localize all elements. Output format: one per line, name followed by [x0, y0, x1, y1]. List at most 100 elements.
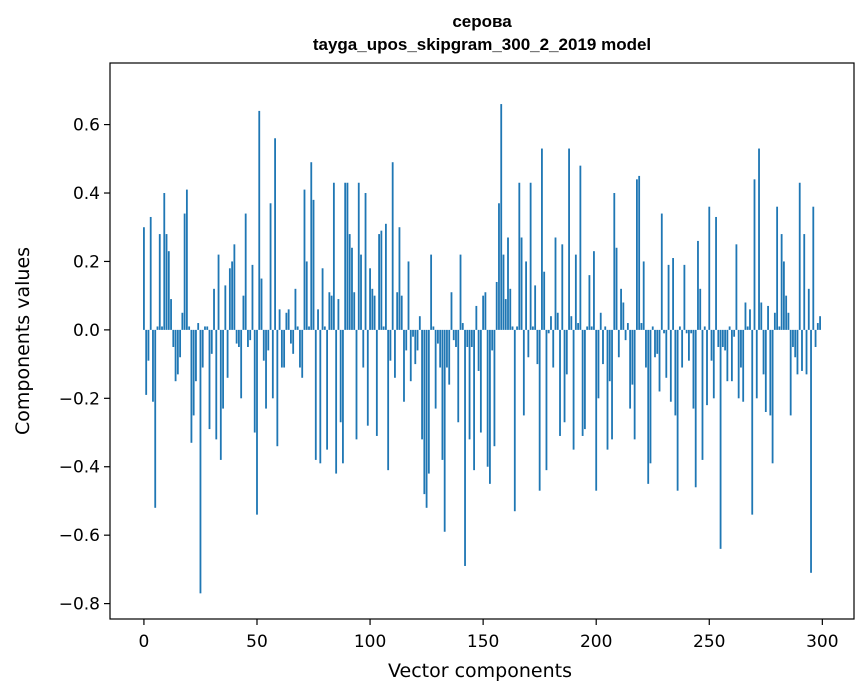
- bar: [611, 329, 613, 440]
- bar: [615, 247, 618, 330]
- bar: [749, 309, 751, 330]
- bar: [726, 329, 729, 382]
- bar: [326, 329, 328, 450]
- bar: [405, 329, 408, 351]
- bar: [513, 329, 516, 512]
- bar: [421, 329, 423, 440]
- bar: [500, 104, 503, 330]
- bar: [724, 329, 727, 351]
- bar: [432, 326, 435, 330]
- bar: [477, 329, 480, 371]
- bar: [703, 326, 706, 330]
- bar: [760, 302, 763, 330]
- bar: [633, 329, 636, 440]
- bar: [568, 148, 570, 330]
- bar: [344, 182, 347, 330]
- bar: [581, 329, 584, 436]
- bar: [796, 329, 799, 375]
- bar: [599, 312, 602, 330]
- bar: [201, 329, 204, 368]
- bar: [522, 329, 525, 416]
- bar: [638, 175, 641, 330]
- bar: [292, 329, 295, 354]
- bar: [188, 326, 191, 330]
- bar: [536, 329, 539, 365]
- bar: [195, 329, 197, 382]
- bar: [430, 254, 433, 330]
- bar: [819, 316, 821, 330]
- bar: [412, 329, 414, 337]
- bar: [482, 295, 485, 330]
- x-tick-label: 250: [693, 632, 725, 652]
- bar: [586, 326, 589, 330]
- bar: [491, 329, 494, 351]
- bar: [470, 329, 473, 347]
- bar: [541, 148, 543, 330]
- bar: [391, 162, 394, 330]
- bar: [249, 329, 252, 341]
- bar: [613, 193, 616, 330]
- bar: [663, 329, 665, 334]
- bar: [579, 165, 582, 330]
- bar: [812, 206, 815, 330]
- bar: [780, 234, 783, 330]
- bar: [145, 329, 148, 395]
- bar: [342, 329, 344, 464]
- bar: [649, 329, 652, 464]
- bar: [538, 329, 541, 491]
- bar: [753, 179, 756, 330]
- bar: [572, 329, 575, 450]
- bar: [319, 329, 322, 464]
- bar: [744, 302, 747, 330]
- bar: [183, 213, 186, 330]
- bars-layer: [143, 104, 821, 594]
- bar: [742, 329, 745, 402]
- bar: [242, 295, 245, 330]
- bar: [807, 288, 810, 330]
- bar: [810, 329, 812, 573]
- bar: [457, 329, 460, 423]
- bar: [715, 216, 717, 330]
- bar: [199, 329, 202, 594]
- bar: [299, 329, 301, 368]
- bar: [737, 329, 740, 399]
- bar: [301, 329, 304, 378]
- bar: [244, 213, 247, 330]
- bar: [556, 312, 559, 330]
- bar: [389, 329, 392, 361]
- x-tick-label: 50: [246, 632, 268, 652]
- bar: [337, 299, 340, 330]
- bar: [215, 329, 218, 440]
- bar: [174, 329, 177, 382]
- bar: [143, 227, 145, 330]
- bar: [762, 329, 765, 375]
- bar: [443, 329, 446, 532]
- bar: [654, 329, 656, 358]
- bar: [758, 148, 760, 330]
- bar: [694, 329, 697, 488]
- bar: [185, 189, 188, 330]
- bar: [690, 329, 693, 334]
- bar: [208, 329, 211, 430]
- bar: [789, 329, 792, 416]
- bar: [701, 329, 704, 460]
- bar: [593, 251, 595, 330]
- bar: [740, 329, 742, 368]
- bar: [509, 288, 512, 330]
- bar: [335, 329, 338, 474]
- bar: [231, 261, 234, 330]
- bar: [816, 323, 819, 330]
- bar: [346, 182, 349, 330]
- bar: [785, 295, 788, 330]
- bar: [163, 193, 166, 330]
- bar: [658, 329, 661, 392]
- bar: [647, 329, 650, 484]
- bar: [489, 329, 491, 484]
- y-axis-label: Components values: [12, 247, 34, 435]
- bar: [608, 329, 611, 382]
- bar: [339, 329, 342, 423]
- bar: [678, 326, 681, 330]
- bar: [283, 329, 286, 368]
- bar: [235, 329, 238, 344]
